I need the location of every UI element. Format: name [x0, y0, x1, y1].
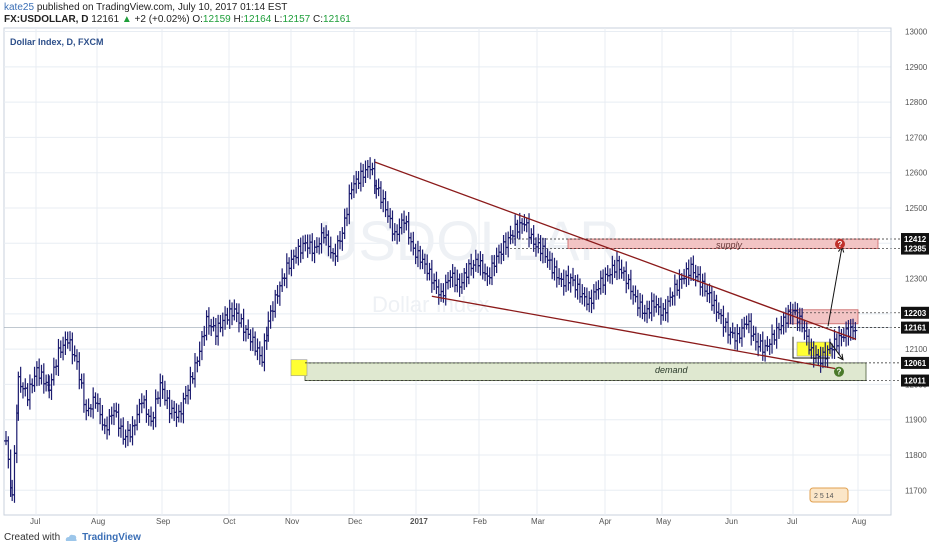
created-with-label: Created with: [4, 532, 61, 543]
up-arrow-icon: ▲: [121, 14, 132, 25]
ohlc-bar: [853, 322, 858, 341]
x-tick-label: May: [656, 517, 671, 526]
low-value: 12157: [282, 14, 311, 25]
price-level-tag: [901, 242, 929, 255]
question-badge-demand: ?: [834, 366, 844, 377]
plot-frame: [3, 27, 892, 516]
footer: Created with TradingView: [4, 532, 141, 543]
price-level-label: 12161: [904, 324, 927, 333]
low-label: L:: [274, 14, 283, 25]
mini-logo: 2 5 14: [809, 487, 849, 503]
chart-title: Dollar Index, D, FXCM: [10, 37, 104, 47]
high-label: H:: [233, 14, 244, 25]
symbol-label: FX:USDOLLAR, D: [4, 14, 89, 25]
y-tick-label: 11800: [905, 451, 927, 460]
tradingview-cloud-icon: [65, 534, 77, 541]
price-level-tag: [901, 306, 929, 319]
trend-layer: ??: [374, 161, 857, 377]
y-tick-label: 12500: [905, 204, 928, 213]
x-tick-label: Sep: [156, 517, 171, 526]
close-label: C:: [313, 14, 324, 25]
svg-text:2 5 14: 2 5 14: [814, 493, 834, 500]
last-price: 12161: [91, 14, 120, 25]
question-circle-green: [834, 366, 844, 377]
price-level-label: 12061: [904, 359, 927, 368]
demand-zone: [304, 362, 867, 381]
price-level-tag: [901, 356, 929, 369]
yellow-highlight-left: [290, 359, 308, 377]
question-mark-green: ?: [837, 368, 842, 377]
y-tick-label: 12100: [905, 345, 928, 354]
x-tick-label: Feb: [473, 517, 487, 526]
close-value: 12161: [323, 14, 351, 25]
question-circle-red: [835, 238, 845, 249]
x-tick-label: Jun: [725, 517, 738, 526]
price-level-label: 12412: [904, 235, 927, 244]
y-tick-label: 12600: [905, 169, 928, 178]
x-tick-label: Apr: [599, 517, 612, 526]
y-tick-label: 13000: [905, 28, 928, 37]
y-tick-label: 12700: [905, 133, 928, 142]
open-value: 12159: [202, 14, 231, 25]
price-level-tag: [901, 321, 929, 334]
high-value: 12164: [243, 14, 272, 25]
x-tick-label: Jul: [787, 517, 797, 526]
question-mark-red: ?: [838, 240, 843, 249]
x-tick-label: Jul: [30, 517, 40, 526]
y-axis: 1170011800119001200012100122001230012400…: [890, 28, 929, 515]
x-tick-label: Aug: [91, 517, 105, 526]
price-level-tag: [901, 374, 929, 387]
projection-path-down: [792, 336, 830, 359]
price-level-tag: [901, 233, 929, 246]
projection-arrow-down-head: [837, 353, 844, 361]
price-level-label: 12385: [904, 245, 927, 254]
watermark-name: Dollar Index: [372, 292, 489, 317]
y-tick-label: 11900: [905, 416, 927, 425]
upper-trendline: [374, 161, 857, 340]
lower-trendline: [431, 295, 836, 370]
bar-layer: [4, 157, 858, 503]
demand-zone-label: demand: [655, 365, 689, 375]
x-tick-label: Oct: [223, 517, 236, 526]
x-tick-label: Nov: [285, 517, 299, 526]
published-text: published on TradingView.com, July 10, 2…: [36, 2, 288, 13]
y-tick-label: 12800: [905, 98, 928, 107]
x-tick-label: Dec: [348, 517, 362, 526]
x-tick-label: 2017: [410, 517, 428, 526]
projection-arrow-up: [827, 246, 843, 327]
price-change: +2 (+0.02%): [134, 14, 190, 25]
price-level-label: 12203: [904, 309, 927, 318]
supply-zone-label: supply: [716, 240, 743, 250]
zone-layer: supply demand: [290, 238, 900, 381]
y-tick-label: 12900: [905, 63, 928, 72]
y-tick-label: 12300: [905, 275, 928, 284]
chart-header: kate25 published on TradingView.com, Jul…: [4, 2, 351, 26]
y-tick-label: 11700: [905, 486, 927, 495]
projection-arrow-down: [829, 341, 844, 361]
price-level-label: 12011: [904, 377, 926, 386]
x-tick-label: Aug: [852, 517, 866, 526]
tradingview-brand[interactable]: TradingView: [82, 532, 141, 543]
x-tick-label: Mar: [531, 517, 545, 526]
x-axis: Jul Aug Sep Oct Nov Dec 2017 Feb Mar Apr May Jun Jul…: [30, 517, 866, 526]
author-name[interactable]: kate25: [4, 2, 35, 13]
open-label: O:: [192, 14, 203, 25]
question-badge-supply: ?: [835, 238, 845, 249]
